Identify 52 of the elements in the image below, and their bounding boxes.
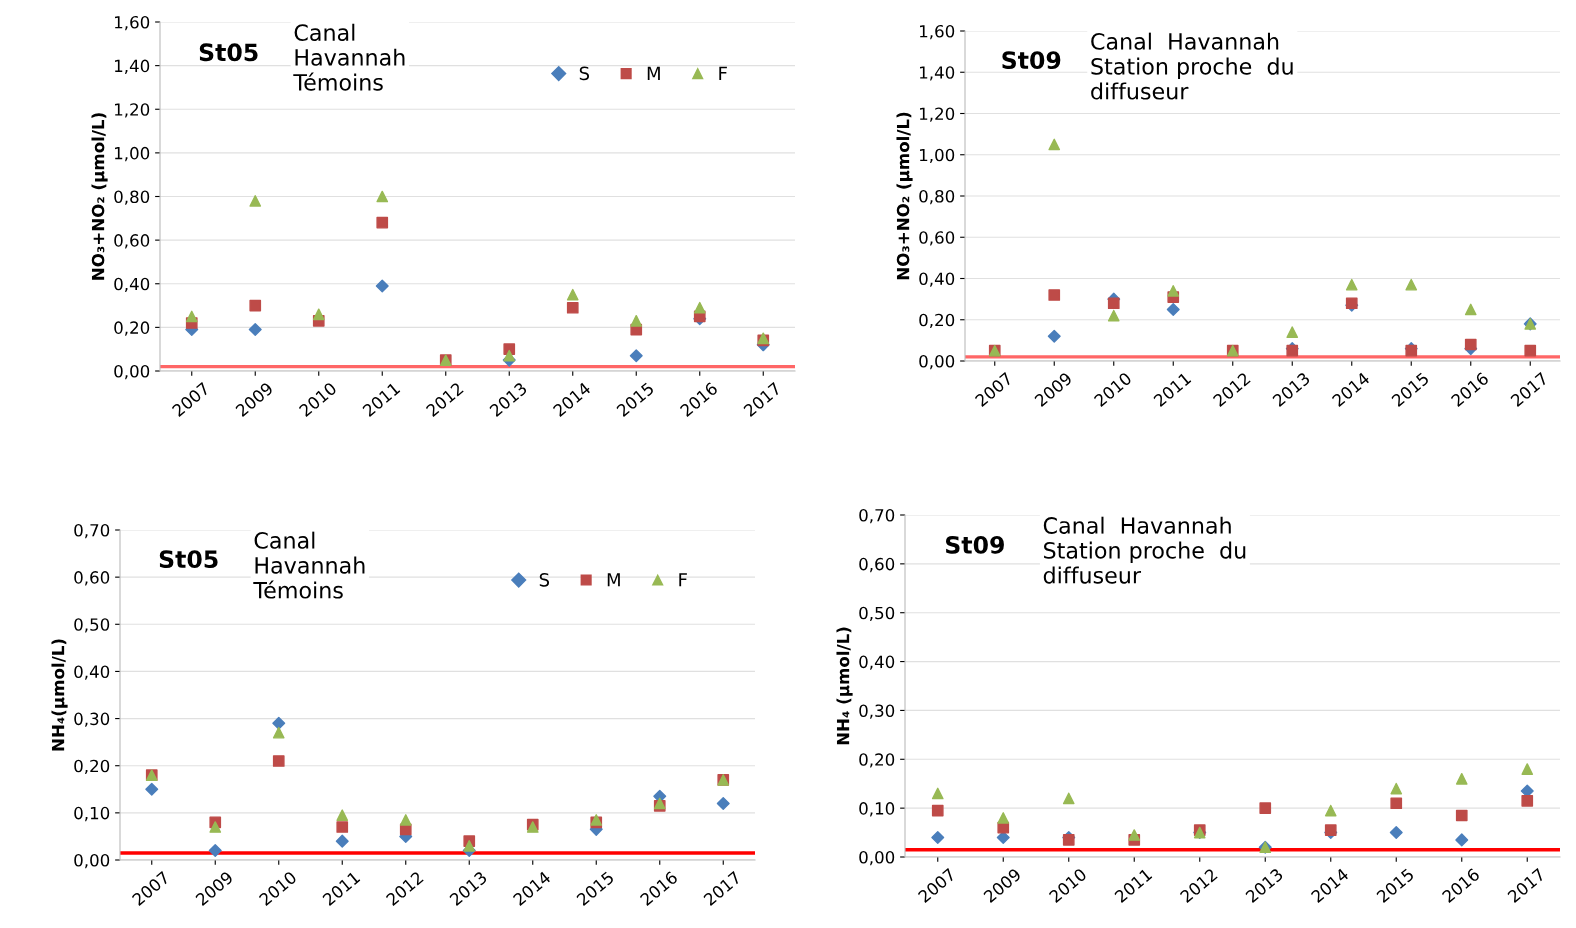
y-tick-label: 0,50 (859, 606, 895, 621)
annotation: Canal Havannah Témoins (253, 531, 365, 599)
y-tick-label: 0,80 (919, 189, 955, 205)
y-tick-label: 0,40 (114, 277, 150, 293)
y-tick-label: 0,00 (859, 850, 895, 866)
legend-label: F (679, 573, 687, 587)
text: St09 (1002, 51, 1061, 70)
y-tick-label: 0,00 (114, 364, 150, 380)
y-tick-label: 1,20 (115, 103, 150, 118)
y-tick-label: 0,20 (919, 313, 955, 329)
y-axis-title: NO₃+NO₂ (µmol/L) (896, 112, 913, 280)
annotation: Canal Havannah Station proche du diffuseur (1091, 32, 1293, 100)
y-tick-label: 0,40 (859, 655, 895, 670)
y-tick-label: 0,70 (74, 523, 110, 539)
y-axis-title: NO₃+NO₂ (µmol/L) (91, 113, 108, 280)
y-axis-title: NH₄(µmol/L) (51, 639, 68, 751)
text: St05 (159, 550, 218, 569)
y-tick-label: 0,20 (859, 753, 895, 768)
y-tick-label: 0,40 (919, 272, 955, 287)
y-tick-label: 0,60 (919, 231, 955, 246)
legend-label: M (647, 66, 660, 80)
text: St05 (199, 43, 258, 62)
y-tick-label: 0,60 (859, 557, 895, 573)
annotation: Canal Havannah Station proche du diffuseur (1043, 516, 1246, 584)
y-tick-label: 0,60 (74, 571, 110, 586)
y-tick-label: 0,10 (74, 806, 110, 822)
y-tick-label: 0,30 (859, 704, 895, 719)
legend-label: S (539, 572, 550, 587)
y-tick-label: 0,20 (114, 321, 150, 336)
legend-label: M (607, 573, 620, 587)
y-tick-label: 0,10 (859, 802, 895, 817)
y-tick-label: 0,40 (74, 665, 110, 680)
legend-label: F (719, 66, 727, 80)
y-tick-label: 1,60 (920, 24, 955, 40)
y-tick-label: 0,20 (74, 759, 110, 774)
y-axis-title: NH₄ (µmol/L) (836, 627, 853, 745)
y-tick-label: 1,20 (920, 107, 955, 122)
y-tick-label: 0,80 (114, 190, 150, 205)
y-tick-label: 0,00 (919, 354, 955, 370)
y-tick-label: 0,00 (74, 853, 110, 869)
y-tick-label: 1,40 (920, 66, 955, 81)
y-tick-label: 0,30 (74, 712, 110, 727)
legend-label: S (579, 66, 590, 81)
y-tick-label: 1,00 (920, 148, 955, 164)
y-tick-label: 0,50 (74, 618, 110, 633)
y-tick-label: 0,60 (114, 234, 150, 249)
text: St09 (945, 535, 1004, 554)
y-tick-label: 0,70 (859, 508, 895, 524)
annotation: Canal Havannah Témoins (293, 23, 405, 91)
y-tick-label: 1,40 (115, 59, 150, 74)
y-tick-label: 1,60 (115, 15, 150, 31)
y-tick-label: 1,00 (115, 146, 150, 162)
